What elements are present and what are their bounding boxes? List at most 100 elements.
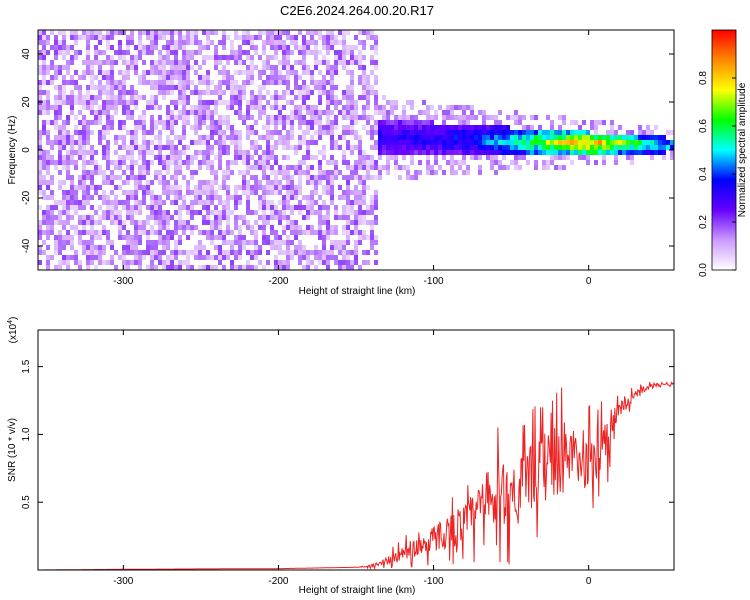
heatmap-cell [130, 110, 134, 115]
heatmap-cell [90, 220, 94, 225]
heatmap-cell [86, 95, 90, 100]
heatmap-cell [58, 140, 62, 145]
heatmap-cell [354, 45, 358, 50]
heatmap-cell [266, 205, 270, 210]
heatmap-cell [190, 35, 194, 40]
heatmap-cell [170, 50, 174, 55]
heatmap-cell [242, 220, 246, 225]
heatmap-cell [226, 135, 230, 140]
heatmap-cell [106, 195, 110, 200]
heatmap-cell [94, 210, 98, 215]
heatmap-cell [294, 250, 298, 255]
heatmap-cell [314, 40, 318, 45]
heatmap-cell [318, 135, 322, 140]
heatmap-cell [462, 105, 466, 110]
heatmap-cell [242, 85, 246, 90]
heatmap-cell [670, 155, 674, 160]
heatmap-cell [390, 150, 394, 155]
heatmap-cell [290, 225, 294, 230]
heatmap-cell [322, 55, 326, 60]
heatmap-cell [254, 120, 258, 125]
heatmap-cell [246, 115, 250, 120]
heatmap-cell [210, 220, 214, 225]
heatmap-cell [302, 70, 306, 75]
heatmap-cell [510, 140, 514, 145]
heatmap-cell [330, 140, 334, 145]
heatmap-cell [90, 120, 94, 125]
heatmap-cell [334, 125, 338, 130]
heatmap-cell [362, 260, 366, 265]
heatmap-cell [86, 50, 90, 55]
heatmap-cell [158, 80, 162, 85]
heatmap-cell [262, 195, 266, 200]
heatmap-cell [314, 115, 318, 120]
heatmap-cell [198, 250, 202, 255]
heatmap-cell [210, 30, 214, 35]
heatmap-cell [342, 190, 346, 195]
heatmap-cell [230, 260, 234, 265]
heatmap-cell [266, 80, 270, 85]
heatmap-cell [582, 155, 586, 160]
heatmap-cell [306, 210, 310, 215]
heatmap-cell [210, 170, 214, 175]
heatmap-cell [366, 35, 370, 40]
heatmap-cell [598, 140, 602, 145]
heatmap-cell [154, 210, 158, 215]
heatmap-cell [458, 115, 462, 120]
heatmap-cell [246, 30, 250, 35]
heatmap-cell [58, 45, 62, 50]
heatmap-cell [646, 140, 650, 145]
heatmap-cell [346, 260, 350, 265]
heatmap-cell [38, 130, 42, 135]
heatmap-cell [410, 130, 414, 135]
heatmap-cell [282, 185, 286, 190]
heatmap-cell [86, 35, 90, 40]
heatmap-cell [254, 150, 258, 155]
heatmap-cell [250, 115, 254, 120]
heatmap-cell [334, 170, 338, 175]
heatmap-cell [350, 95, 354, 100]
heatmap-cell [122, 105, 126, 110]
heatmap-cell [282, 80, 286, 85]
heatmap-cell [446, 160, 450, 165]
heatmap-cell [370, 35, 374, 40]
heatmap-cell [398, 145, 402, 150]
heatmap-cell [206, 140, 210, 145]
heatmap-cell [62, 130, 66, 135]
heatmap-cell [310, 115, 314, 120]
heatmap-cell [154, 45, 158, 50]
heatmap-cell [98, 135, 102, 140]
heatmap-cell [358, 115, 362, 120]
heatmap-cell [326, 30, 330, 35]
heatmap-cell [202, 230, 206, 235]
heatmap-cell [206, 30, 210, 35]
heatmap-cell [50, 175, 54, 180]
heatmap-cell [362, 165, 366, 170]
heatmap-cell [306, 195, 310, 200]
heatmap-cell [206, 160, 210, 165]
heatmap-cell [438, 165, 442, 170]
heatmap-cell [362, 230, 366, 235]
heatmap-cell [194, 50, 198, 55]
heatmap-cell [70, 100, 74, 105]
heatmap-cell [258, 135, 262, 140]
heatmap-cell [250, 40, 254, 45]
heatmap-cell [322, 190, 326, 195]
heatmap-cell [166, 155, 170, 160]
heatmap-cell [202, 75, 206, 80]
heatmap-cell [458, 130, 462, 135]
heatmap-cell [362, 40, 366, 45]
heatmap-cell [342, 195, 346, 200]
heatmap-cell [294, 80, 298, 85]
heatmap-cell [66, 170, 70, 175]
heatmap-cell [506, 145, 510, 150]
heatmap-cell [186, 65, 190, 70]
heatmap-cell [106, 95, 110, 100]
heatmap-cell [202, 150, 206, 155]
heatmap-cell [98, 90, 102, 95]
heatmap-cell [50, 205, 54, 210]
heatmap-cell [570, 135, 574, 140]
heatmap-cell [566, 155, 570, 160]
heatmap-cell [186, 260, 190, 265]
heatmap-cell [234, 35, 238, 40]
